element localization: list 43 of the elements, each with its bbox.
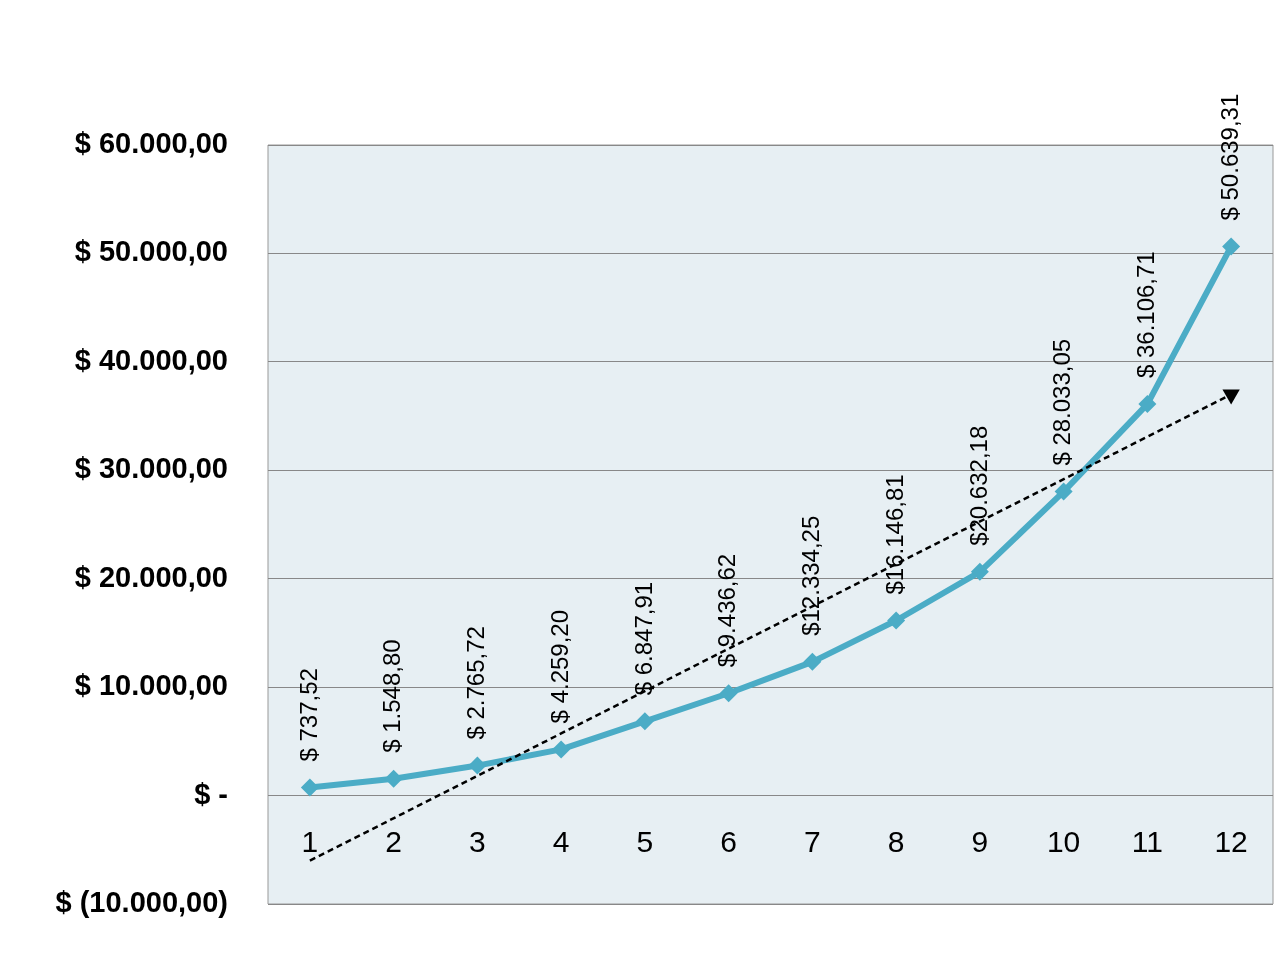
point [635, 712, 654, 731]
x-tick-label: 8 [887, 824, 905, 858]
y-tick-label: $ 50.000,00 [74, 235, 228, 268]
y-tick-label: $ 60.000,00 [74, 127, 228, 159]
data-label: $ 1.548,80 [378, 639, 406, 753]
x-tick-label: 4 [552, 824, 570, 858]
data-label: $ 4.259,20 [545, 609, 573, 724]
y-tick-label: $ 40.000,00 [74, 343, 228, 376]
point [384, 769, 403, 788]
data-label: $ 2.765,72 [462, 626, 489, 740]
y-tick-label: $ 20.000,00 [74, 560, 228, 593]
y-tick-label: $ (10.000,00) [55, 886, 228, 918]
point [468, 756, 487, 775]
point [300, 778, 319, 797]
x-tick-label: 10 [1046, 824, 1081, 858]
x-tick-label: 11 [1131, 824, 1163, 858]
point [552, 740, 571, 759]
x-tick-label: 2 [385, 824, 402, 858]
x-tick-label: 12 [1214, 824, 1248, 858]
data-label: $ 36.106,71 [1132, 251, 1159, 379]
data-label: $16.146,81 [880, 474, 908, 595]
data-label: $ 9.436,62 [713, 553, 741, 668]
data-label: $20.632,18 [964, 425, 992, 546]
x-tick-label: 1 [301, 824, 319, 858]
point [1138, 395, 1157, 414]
x-tick-label: 7 [804, 824, 821, 858]
point [719, 684, 738, 703]
y-tick-label: $ 30.000,00 [74, 452, 228, 485]
y-tick-label: $ - [194, 777, 228, 810]
y-tick-label: $ 10.000,00 [74, 669, 228, 702]
data-label: $ 737,52 [294, 668, 322, 762]
x-tick-label: 6 [720, 824, 737, 858]
x-tick-label: 3 [469, 824, 486, 858]
data-label: $12.334,25 [797, 515, 824, 636]
point [1222, 237, 1241, 256]
data-label: $ 28.033,05 [1048, 338, 1076, 466]
point [803, 652, 822, 671]
x-tick-label: 5 [636, 824, 654, 858]
point [1054, 482, 1073, 501]
data-label: $ 50.639,31 [1215, 93, 1243, 221]
point [970, 562, 989, 581]
x-tick-label: 9 [971, 824, 989, 858]
point [887, 611, 906, 630]
